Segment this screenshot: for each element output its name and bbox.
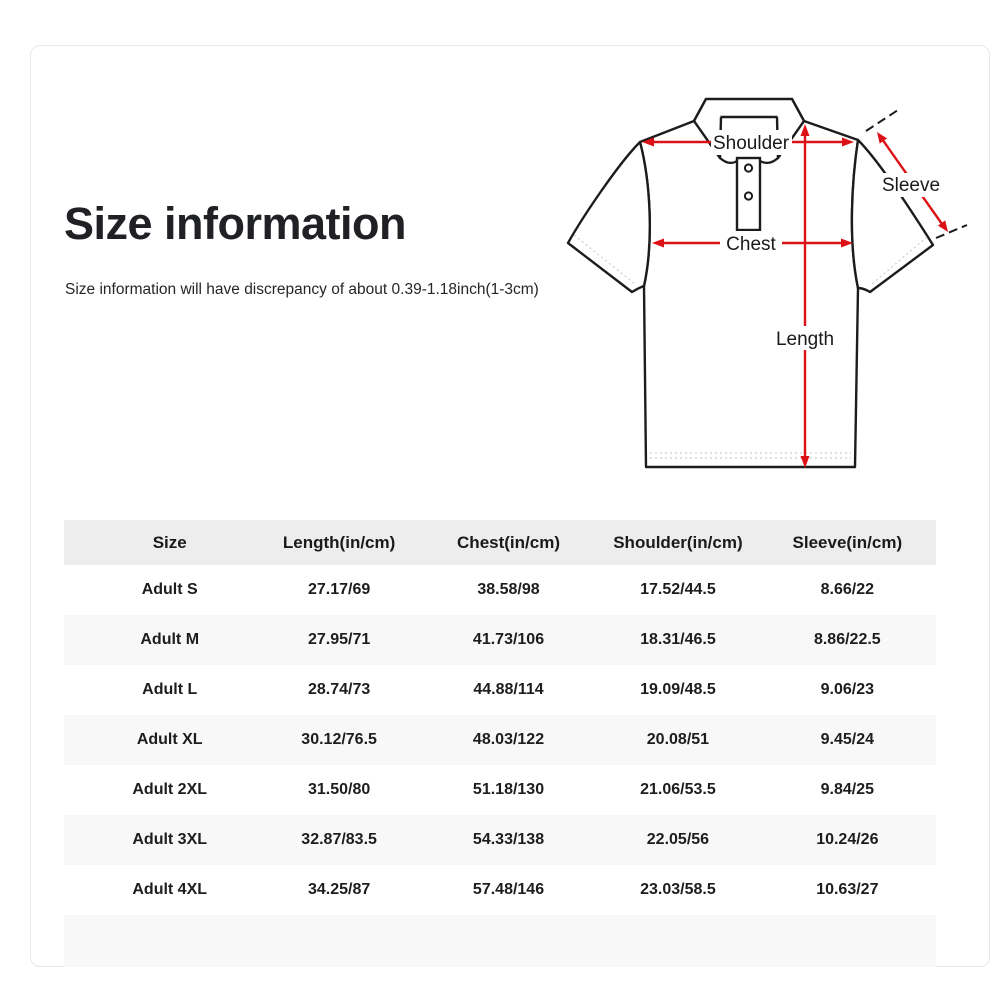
cell-sleeve: 10.24/26 bbox=[816, 831, 879, 848]
cell-length: 31.50/80 bbox=[307, 781, 371, 798]
table-row-adult-l: Adult L 28.74/73 44.88/114 19.09/48.5 9.… bbox=[64, 665, 936, 715]
cell-shoulder: 23.03/58.5 bbox=[640, 881, 716, 898]
table-row-adult-3xl: Adult 3XL 32.87/83.5 54.33/138 22.05/56 … bbox=[64, 815, 936, 865]
sleeve-label-bg bbox=[880, 173, 942, 197]
chest-label-bg bbox=[720, 231, 782, 254]
cell-chest: 41.73/106 bbox=[472, 631, 545, 648]
table-row-adult-4xl: Adult 4XL 34.25/87 57.48/146 23.03/58.5 … bbox=[64, 865, 936, 915]
cell-length: 30.12/76.5 bbox=[301, 731, 377, 748]
table-row-adult-2xl: Adult 2XL 31.50/80 51.18/130 21.06/53.5 … bbox=[64, 765, 936, 815]
cell-chest: 54.33/138 bbox=[472, 831, 545, 848]
chest-label: Chest bbox=[726, 234, 776, 255]
cell-shoulder: 18.31/46.5 bbox=[640, 631, 716, 648]
column-header-sleeve: Sleeve(in/cm) bbox=[792, 532, 903, 552]
cell-size: Adult M bbox=[140, 631, 200, 648]
shoulder-label-bg bbox=[711, 130, 792, 155]
neckline-left bbox=[719, 157, 738, 165]
length-arrow bbox=[800, 124, 810, 468]
cell-length: 27.95/71 bbox=[307, 631, 371, 648]
column-header-chest: Chest(in/cm) bbox=[457, 532, 560, 552]
cell-shoulder: 20.08/51 bbox=[646, 731, 710, 748]
page-title: Size information bbox=[64, 198, 407, 249]
cell-size: Adult L bbox=[142, 681, 198, 698]
cell-sleeve: 9.45/24 bbox=[820, 731, 875, 748]
table-row-adult-m: Adult M 27.95/71 41.73/106 18.31/46.5 8.… bbox=[64, 615, 936, 665]
sleeve-label: Sleeve bbox=[882, 175, 940, 196]
length-label: Length bbox=[776, 329, 834, 350]
column-header-size: Size bbox=[152, 532, 187, 552]
cell-size: Adult S bbox=[141, 581, 198, 598]
table-row-adult-s: Adult S 27.17/69 38.58/98 17.52/44.5 8.6… bbox=[64, 565, 936, 615]
cell-sleeve: 8.86/22.5 bbox=[813, 631, 881, 648]
cell-chest: 38.58/98 bbox=[477, 581, 540, 598]
size-table: Size Length(in/cm) Chest(in/cm) Shoulder… bbox=[64, 520, 936, 967]
cell-sleeve: 10.63/27 bbox=[816, 881, 879, 898]
cell-length: 32.87/83.5 bbox=[301, 831, 377, 848]
column-header-shoulder: Shoulder(in/cm) bbox=[613, 532, 743, 552]
cell-size: Adult 4XL bbox=[132, 881, 208, 898]
cell-length: 28.74/73 bbox=[307, 681, 371, 698]
size-disclaimer-text: Size information will have discrepancy o… bbox=[65, 281, 539, 298]
cell-shoulder: 21.06/53.5 bbox=[640, 781, 716, 798]
cell-size: Adult XL bbox=[136, 731, 203, 748]
cell-chest: 44.88/114 bbox=[473, 681, 544, 698]
table-header-row: Size Length(in/cm) Chest(in/cm) Shoulder… bbox=[64, 520, 936, 565]
placket-button-bottom bbox=[743, 191, 754, 201]
cell-length: 34.25/87 bbox=[307, 881, 371, 898]
cell-shoulder: 17.52/44.5 bbox=[640, 581, 716, 598]
cell-chest: 48.03/122 bbox=[472, 731, 545, 748]
left-cuff-stitch-line bbox=[573, 234, 636, 285]
sleeve-extension-tick-bottom bbox=[935, 224, 968, 239]
cell-size: Adult 3XL bbox=[132, 831, 208, 848]
cell-shoulder: 22.05/56 bbox=[646, 831, 710, 848]
cell-chest: 57.48/146 bbox=[472, 881, 545, 898]
cell-length: 27.17/69 bbox=[307, 581, 371, 598]
cell-chest: 51.18/130 bbox=[472, 781, 545, 798]
neckline-right bbox=[759, 157, 779, 165]
cell-sleeve: 8.66/22 bbox=[820, 581, 875, 598]
shirt-measurement-diagram: Shoulder Chest Length Sleeve bbox=[566, 97, 968, 469]
shirt-left-sleeve bbox=[566, 140, 651, 294]
cell-sleeve: 9.06/23 bbox=[820, 681, 875, 698]
hem-stitch-line bbox=[650, 452, 851, 459]
length-label-bg bbox=[776, 326, 835, 350]
sleeve-extension-tick-top bbox=[865, 109, 899, 132]
right-cuff-stitch-line bbox=[871, 236, 928, 285]
cell-sleeve: 9.84/25 bbox=[820, 781, 875, 798]
table-footer-band bbox=[64, 915, 936, 967]
shoulder-label: Shoulder bbox=[713, 133, 790, 154]
cell-shoulder: 19.09/48.5 bbox=[640, 681, 716, 698]
cell-size: Adult 2XL bbox=[132, 781, 208, 798]
shirt-right-sleeve bbox=[850, 138, 935, 294]
table-row-adult-xl: Adult XL 30.12/76.5 48.03/122 20.08/51 9… bbox=[64, 715, 936, 765]
column-header-length: Length(in/cm) bbox=[282, 532, 396, 552]
placket-button-top bbox=[743, 163, 754, 173]
